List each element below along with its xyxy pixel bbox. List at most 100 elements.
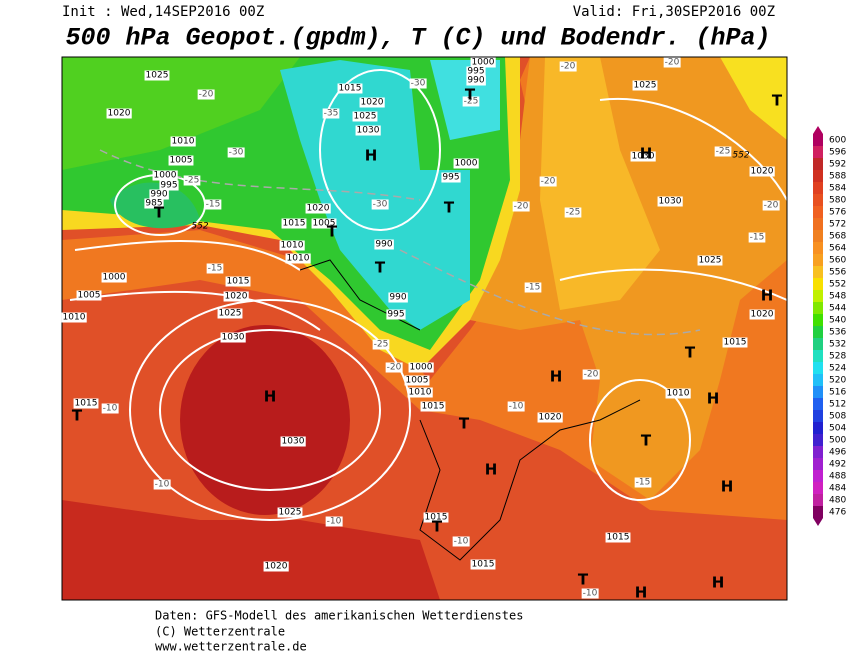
isotherm-label: -25 bbox=[566, 208, 581, 218]
isobar-label: 990 bbox=[467, 76, 484, 86]
colorbar-label: 536 bbox=[829, 328, 846, 338]
isotherm-label: -10 bbox=[155, 480, 170, 490]
pressure-center: T bbox=[459, 415, 470, 433]
colorbar-label: 572 bbox=[829, 220, 846, 230]
pressure-center: T bbox=[578, 571, 589, 589]
isotherm-label-box bbox=[452, 536, 470, 547]
pressure-center: T bbox=[432, 518, 443, 536]
isobar-label-box bbox=[453, 158, 479, 169]
isobar-label: 1010 bbox=[667, 389, 690, 399]
isobar-label-box bbox=[263, 561, 289, 572]
isobar-label: 1010 bbox=[287, 254, 310, 264]
isobar-label: 1025 bbox=[354, 112, 377, 122]
isotherm-label-box bbox=[325, 516, 343, 527]
isotherm-label-box bbox=[385, 362, 403, 373]
isotherm-label-box bbox=[322, 108, 340, 119]
isotherm-label: -20 bbox=[541, 177, 556, 187]
isotherm-label: -15 bbox=[636, 478, 651, 488]
colorbar-swatch bbox=[813, 194, 823, 206]
colorbar-swatch bbox=[813, 446, 823, 458]
colorbar-swatch bbox=[813, 170, 823, 182]
isobar-label-box bbox=[61, 312, 87, 323]
isobar-label: 1030 bbox=[282, 437, 305, 447]
geopotential-label: 552 bbox=[191, 222, 208, 232]
isobar-label: 995 bbox=[467, 67, 484, 77]
isobar-label-box bbox=[170, 136, 196, 147]
isobar-label-box bbox=[281, 218, 307, 229]
colorbar-label: 600 bbox=[829, 136, 846, 146]
pressure-center: H bbox=[761, 287, 774, 305]
isobar-label-box bbox=[101, 272, 127, 283]
isobar-label-box bbox=[722, 337, 748, 348]
isobar-label-box bbox=[408, 362, 434, 373]
isotherm-label-box bbox=[409, 78, 427, 89]
isotherm-label-box bbox=[227, 147, 245, 158]
isotherm-label-box bbox=[462, 96, 480, 107]
isobar-label: 1030 bbox=[659, 197, 682, 207]
colorbar-label: 588 bbox=[829, 172, 846, 182]
pressure-center: H bbox=[550, 368, 563, 386]
isobar-label-box bbox=[225, 276, 251, 287]
isotherm-label: -15 bbox=[208, 264, 223, 274]
isotherm-label-box bbox=[101, 403, 119, 414]
colorbar-swatch bbox=[813, 494, 823, 506]
isobar-label-box bbox=[537, 412, 563, 423]
isotherm-label: -35 bbox=[324, 109, 339, 119]
isobar-label: 1005 bbox=[313, 219, 336, 229]
isobar-label: 1030 bbox=[632, 152, 655, 162]
isotherm-label: -15 bbox=[750, 233, 765, 243]
colorbar-label: 576 bbox=[829, 208, 846, 218]
pressure-center: H bbox=[264, 388, 277, 406]
init-time: Init : Wed,14SEP2016 00Z bbox=[62, 4, 264, 20]
colorbar-swatch bbox=[813, 470, 823, 482]
isotherm-label: -30 bbox=[229, 148, 244, 158]
isobar-label-box bbox=[359, 97, 385, 108]
colorbar-label: 476 bbox=[829, 508, 846, 518]
pressure-center: T bbox=[772, 92, 783, 110]
colorbar-label: 544 bbox=[829, 304, 846, 314]
isobar-label-box bbox=[149, 189, 169, 200]
pressure-center: H bbox=[640, 145, 653, 163]
isobar-label: 1010 bbox=[63, 313, 86, 323]
isobar-label-box bbox=[466, 66, 486, 77]
colorbar-swatch bbox=[813, 434, 823, 446]
colorbar-cap bbox=[813, 126, 823, 134]
isobar-label-box bbox=[749, 166, 775, 177]
isobar-label: 990 bbox=[150, 190, 167, 200]
isobar-label-box bbox=[223, 291, 249, 302]
isobar-label: 1020 bbox=[307, 204, 330, 214]
isotherm-label-box bbox=[153, 479, 171, 490]
pressure-center: T bbox=[685, 344, 696, 362]
colorbar-swatch bbox=[813, 506, 823, 518]
isotherm-label-box bbox=[564, 207, 582, 218]
isobar-label: 985 bbox=[145, 199, 162, 209]
isobar-label: 990 bbox=[389, 293, 406, 303]
map-title: 500 hPa Geopot.(gpdm), T (C) und Bodendr… bbox=[65, 24, 770, 53]
colorbar-swatch bbox=[813, 350, 823, 362]
isotherm-label: -20 bbox=[665, 58, 680, 68]
isotherm-label: -15 bbox=[526, 283, 541, 293]
isotherm-label: -25 bbox=[464, 97, 479, 107]
isotherm-label-box bbox=[204, 199, 222, 210]
isobar-label: 1015 bbox=[422, 402, 445, 412]
colorbar-label: 584 bbox=[829, 184, 846, 194]
isobar-label-box bbox=[311, 218, 337, 229]
isobar-label: 1010 bbox=[409, 388, 432, 398]
colorbar-swatch bbox=[813, 278, 823, 290]
isobar-label-box bbox=[277, 507, 303, 518]
isobar-label: 1030 bbox=[357, 126, 380, 136]
colorbar-swatch bbox=[813, 302, 823, 314]
pressure-center: H bbox=[707, 390, 720, 408]
isotherm-label: -10 bbox=[103, 404, 118, 414]
isobar-label: 1015 bbox=[227, 277, 250, 287]
colorbar-label: 484 bbox=[829, 484, 846, 494]
isobar-label: 1020 bbox=[265, 562, 288, 572]
isobar-label: 1020 bbox=[225, 292, 248, 302]
colorbar-swatch bbox=[813, 410, 823, 422]
pressure-center: T bbox=[465, 86, 476, 104]
isobar-label: 1025 bbox=[279, 508, 302, 518]
colorbar-label: 568 bbox=[829, 232, 846, 242]
isobar-label-box bbox=[665, 388, 691, 399]
isobar-label: 1010 bbox=[281, 241, 304, 251]
pressure-center: T bbox=[375, 259, 386, 277]
